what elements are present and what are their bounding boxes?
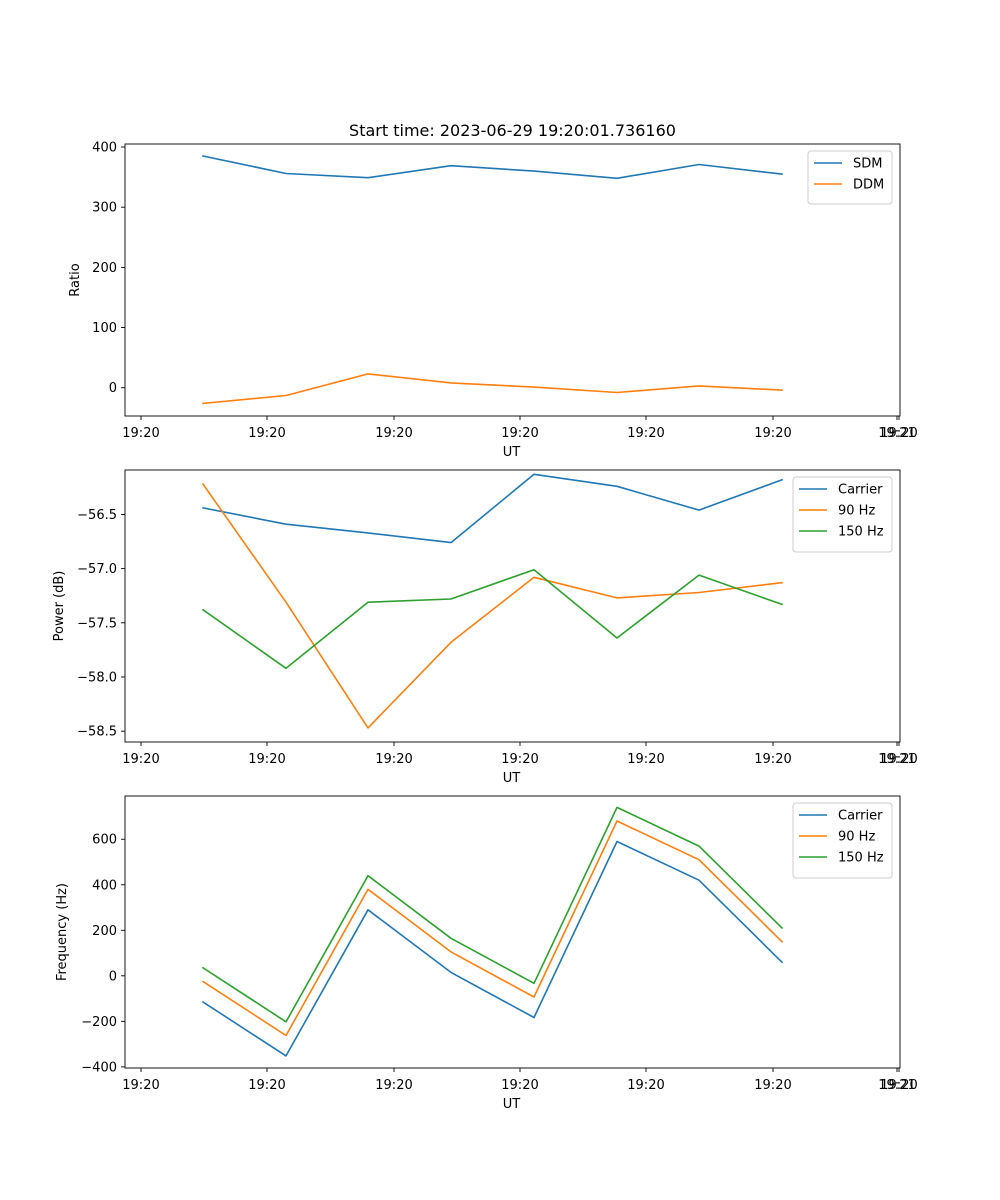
x-tick-label: 19:20 (880, 752, 917, 767)
y-tick-label: 300 (92, 201, 117, 216)
x-tick-label: 19:20 (375, 1078, 412, 1093)
legend-entry: Carrier (838, 809, 883, 824)
legend-box (792, 802, 893, 879)
axes-frame (124, 143, 901, 417)
x-tick-label: 19:20 (501, 1078, 538, 1093)
series-line-90-hz (201, 482, 783, 729)
x-tick-label: 19:20 (122, 426, 159, 441)
y-tick-label: −400 (81, 1060, 117, 1075)
legend-entry: Carrier (838, 483, 883, 498)
legend-entry: 90 Hz (838, 830, 875, 845)
series-line-sdm (202, 155, 783, 180)
chart-panel-3: 19:20 19:20 19:20 19:20 19:20 19:20 19:2019:21… (55, 795, 918, 1112)
x-axis-label: UT (503, 771, 521, 786)
x-tick-label: 19:20 (248, 1078, 285, 1093)
y-tick-label: 0 (109, 381, 117, 396)
x-tick-label: 19:20 (627, 1078, 664, 1093)
x-tick-label: 19:20 (122, 1078, 159, 1093)
x-tick-label: 19:20 (501, 752, 538, 767)
x-tick-label: 19:20 (627, 426, 664, 441)
y-tick-label: 0 (109, 969, 117, 984)
chart-panel-1: Start time: 2023-06-29 19:20:01.736160 19… (68, 121, 918, 460)
x-tick-label: 19:20 (375, 426, 412, 441)
x-tick-label: 19:20 (248, 752, 285, 767)
x-tick-label: 19:21 (878, 426, 915, 441)
axes-frame (124, 795, 901, 1069)
series-line-ddm (202, 373, 783, 405)
x-tick-label: 19:21 (878, 1078, 915, 1093)
y-tick-label: −57.5 (77, 616, 117, 631)
x-tick-label: 19:21 (878, 752, 915, 767)
chart-panel-2: 19:20 19:20 19:20 19:20 19:20 19:20 19:2019:21… (52, 469, 918, 786)
x-tick-label: 19:20 (375, 752, 412, 767)
x-tick-label: 19:20 (248, 426, 285, 441)
legend: SDM DDM (807, 150, 893, 205)
series-line-carrier (201, 840, 784, 1057)
x-tick-label: 19:20 (880, 426, 917, 441)
y-tick-label: 200 (92, 924, 117, 939)
y-tick-label: 400 (92, 878, 117, 893)
y-tick-label: 200 (92, 261, 117, 276)
legend-box (807, 150, 893, 205)
y-tick-label: −58.5 (77, 725, 117, 740)
series-line-150-hz (201, 806, 784, 1023)
x-tick-label: 19:20 (501, 426, 538, 441)
y-tick-label: −200 (81, 1015, 117, 1030)
series-line-150-hz (201, 568, 784, 670)
y-axis-label: Ratio (68, 263, 83, 296)
x-tick-label: 19:20 (754, 752, 791, 767)
x-tick-label: 19:20 (754, 1078, 791, 1093)
y-tick-label: 400 (92, 141, 117, 156)
x-axis-label: UT (503, 1097, 521, 1112)
series-line-90-hz (201, 820, 784, 1037)
y-tick-label: −57.0 (77, 562, 117, 577)
legend-entry: SDM (853, 157, 882, 172)
x-axis-label: UT (503, 445, 521, 460)
series-line-carrier (202, 473, 784, 544)
chart-title: Start time: 2023-06-29 19:20:01.736160 (349, 121, 676, 140)
y-tick-label: 600 (92, 833, 117, 848)
x-tick-label: 19:20 (122, 752, 159, 767)
legend-entry: 150 Hz (838, 851, 884, 866)
x-tick-label: 19:20 (754, 426, 791, 441)
y-tick-label: 100 (92, 321, 117, 336)
legend-entry: 90 Hz (838, 504, 875, 519)
legend: Carrier 90 Hz 150 Hz (792, 802, 893, 879)
y-axis-label: Power (dB) (52, 571, 67, 642)
y-axis-label: Frequency (Hz) (55, 883, 70, 981)
legend-entry: 150 Hz (838, 525, 884, 540)
axes-frame (124, 469, 901, 743)
x-tick-label: 19:20 (880, 1078, 917, 1093)
legend-box (792, 476, 893, 553)
y-tick-label: −58.0 (77, 670, 117, 685)
x-tick-label: 19:20 (627, 752, 664, 767)
y-tick-label: −56.5 (77, 508, 117, 523)
legend: Carrier 90 Hz 150 Hz (792, 476, 893, 553)
legend-entry: DDM (853, 178, 884, 193)
